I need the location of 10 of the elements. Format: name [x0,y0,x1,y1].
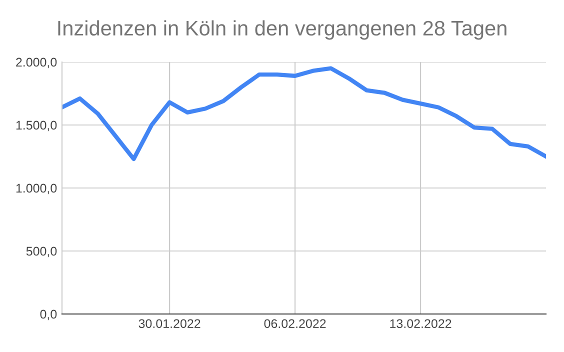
y-tick-label: 2.000,0 [16,58,57,68]
y-tick-label: 1.000,0 [16,184,57,194]
x-tick-label: 30.01.2022 [138,319,200,328]
x-tick-label: 06.02.2022 [264,319,326,328]
line-series [62,66,546,162]
y-tick-label: 500,0 [26,246,57,258]
chart-title: Inzidenzen in Köln in den vergangenen 28 Tagen [58,20,506,40]
y-tick-label: 0,0 [40,310,57,320]
x-tick-label: 13.02.2022 [390,319,452,328]
y-tick-label: 1.500,0 [16,120,57,132]
